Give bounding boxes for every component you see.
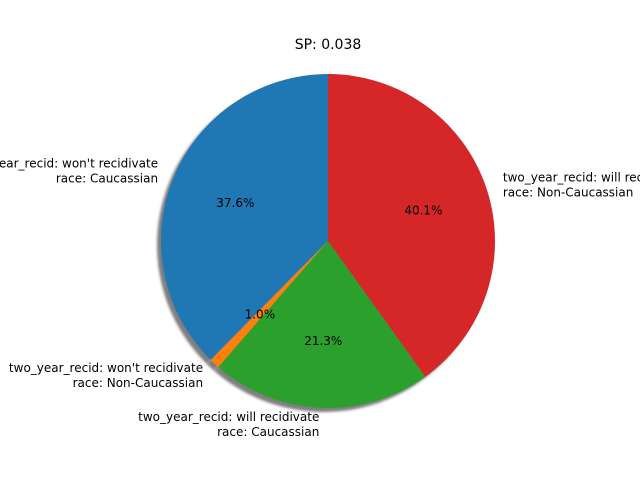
percent-label-3: 40.1% [404,203,442,217]
slice-label-line: two_year_recid: won't recidivate [0,157,158,171]
chart-title: SP: 0.038 [295,37,362,53]
slice-label-line: two_year_recid: will recidivate [503,170,640,184]
pie-slice-3 [328,74,496,377]
pie-slices [161,74,496,409]
pie-slice-0 [161,74,328,360]
slice-label-line: race: Caucassian [217,425,319,439]
percent-label-0: 37.6% [216,196,254,210]
pie-slice-2 [218,241,426,409]
slice-label-line: two_year_recid: won't recidivate [9,361,203,375]
slice-label-line: race: Caucassian [56,172,158,186]
pie-slice-1 [210,241,328,367]
slice-label-line: race: Non-Caucassian [503,185,633,199]
slice-label-line: race: Non-Caucassian [73,376,203,390]
slice-label-2: two_year_recid: will recidivate race: Cau… [138,410,319,439]
slice-label-line: two_year_recid: will recidivate [138,410,319,424]
percent-labels: 37.6% 1.0% 21.3% 40.1% [216,196,442,348]
slice-label-1: two_year_recid: won't recidivate race: No… [9,361,203,390]
percent-label-1: 1.0% [245,307,276,321]
percent-label-2: 21.3% [304,334,342,348]
